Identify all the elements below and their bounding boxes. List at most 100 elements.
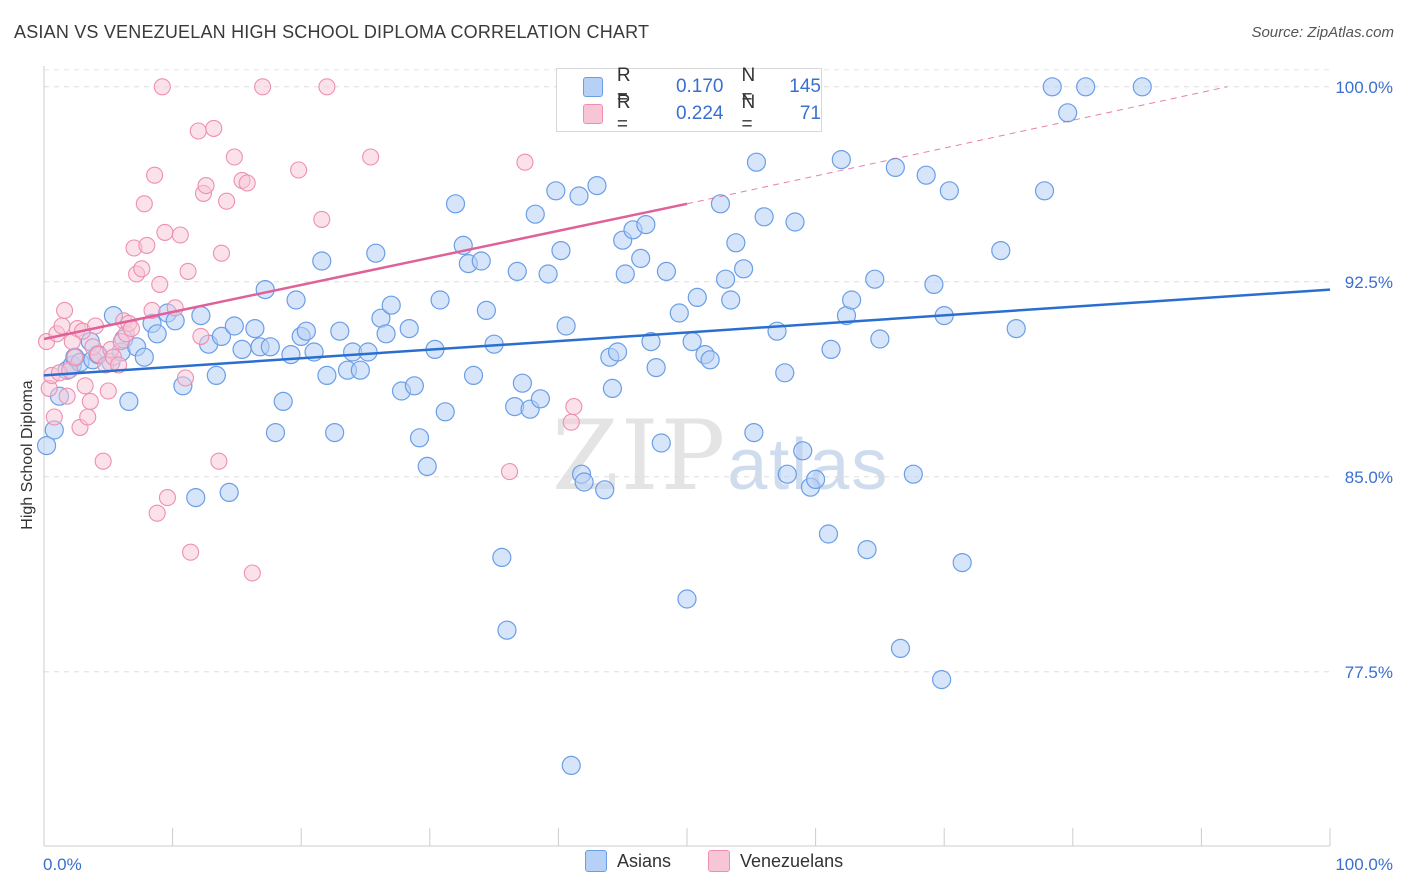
- asian-point: [746, 152, 767, 172]
- asian-point: [916, 165, 936, 185]
- venezuelan-point: [148, 504, 166, 522]
- asian-point: [710, 194, 731, 214]
- asian-point: [404, 376, 424, 396]
- venezuelan-point: [138, 236, 156, 254]
- asian-point: [607, 342, 628, 362]
- legend-label-asians: Asians: [617, 850, 672, 871]
- asian-point: [561, 755, 581, 776]
- legend-item-venezuelans[interactable]: Venezuelans: [708, 850, 843, 872]
- legend-r-label: R =: [616, 92, 631, 135]
- venezuelan-point: [94, 452, 112, 470]
- asian-point: [260, 337, 280, 357]
- asian-point: [191, 306, 211, 326]
- asian-point: [317, 365, 337, 385]
- asian-point: [556, 316, 576, 336]
- y-tick-label: 92.5%: [1345, 273, 1393, 292]
- asian-point: [1034, 181, 1055, 201]
- series-legend: Asians Venezuelans: [0, 850, 1406, 878]
- x-tick-label: 100.0%: [1335, 855, 1393, 874]
- venezuelan-point: [290, 161, 308, 179]
- asian-point: [885, 157, 905, 177]
- asian-point: [376, 324, 396, 344]
- asian-point: [255, 280, 275, 300]
- asian-point: [631, 248, 651, 268]
- legend-n-label: N =: [741, 92, 756, 135]
- legend-n-label: N =: [741, 65, 756, 108]
- asian-point: [245, 319, 265, 339]
- asian-point: [952, 552, 972, 573]
- venezuelan-point: [225, 148, 243, 166]
- asian-point: [286, 290, 306, 310]
- venezuelan-point: [500, 463, 519, 481]
- asian-point: [939, 181, 959, 201]
- asian-point: [358, 342, 378, 362]
- asian-point: [497, 620, 517, 640]
- source-label: Source: ZipAtlas.com: [1251, 24, 1394, 41]
- venezuelan-point: [192, 327, 210, 345]
- asian-point: [574, 472, 594, 492]
- asian-point: [366, 243, 386, 263]
- asian-point: [147, 324, 167, 344]
- venezuelan-point: [176, 369, 195, 387]
- asian-point: [409, 428, 430, 448]
- asian-point: [430, 290, 450, 310]
- asian-swatch: [583, 77, 603, 97]
- asian-point: [1006, 319, 1026, 339]
- asian-point: [224, 316, 244, 336]
- asian-point: [805, 469, 826, 489]
- asian-point: [602, 378, 623, 398]
- asian-point: [793, 441, 813, 461]
- asian-point: [36, 436, 57, 456]
- asian-point: [924, 274, 944, 294]
- asian-point: [651, 433, 671, 453]
- venezuelan-point: [76, 377, 94, 395]
- legend-row-venezuelans: R = 0.224 N = 71: [583, 92, 821, 135]
- asian-point: [538, 264, 558, 284]
- venezuelan-point: [56, 301, 74, 319]
- venezuelan-point: [81, 392, 99, 410]
- legend-n-value: 145: [789, 76, 821, 97]
- asian-point: [551, 241, 571, 261]
- venezuelan-point: [151, 275, 169, 293]
- asian-point: [733, 259, 754, 279]
- asian-point: [818, 524, 839, 544]
- asian-point: [417, 456, 437, 476]
- venezuelan-point: [189, 122, 207, 140]
- asian-point: [1042, 77, 1062, 97]
- asian-point: [677, 589, 697, 609]
- asian-point: [842, 290, 862, 310]
- asian-point: [399, 319, 419, 339]
- asian-point: [721, 290, 741, 310]
- venezuelan-point: [153, 78, 171, 96]
- venezuelan-point: [197, 177, 215, 195]
- venezuelan-point: [158, 489, 177, 507]
- asian-point: [219, 482, 239, 502]
- chart-title: ASIAN VS VENEZUELAN HIGH SCHOOL DIPLOMA …: [14, 22, 650, 42]
- venezuelan-point: [238, 174, 256, 192]
- venezuelan-point: [171, 226, 189, 244]
- asian-point: [669, 303, 689, 323]
- asian-point: [512, 373, 532, 393]
- asian-point: [870, 329, 890, 349]
- asian-point: [587, 176, 607, 196]
- asian-point: [186, 488, 206, 508]
- venezuelan-point: [99, 382, 117, 400]
- asian-point: [715, 269, 736, 289]
- asian-point: [754, 207, 774, 227]
- y-tick-label: 77.5%: [1345, 663, 1393, 682]
- asian-point: [991, 241, 1011, 261]
- asian-point: [903, 464, 923, 484]
- asian-point: [687, 287, 707, 307]
- asian-point: [785, 212, 805, 232]
- venezuelan-point: [53, 317, 71, 335]
- asian-point: [211, 326, 232, 346]
- legend-r-value: 0.224: [675, 103, 724, 124]
- asian-point: [1058, 103, 1078, 123]
- venezuelan-point: [156, 223, 174, 241]
- asian-point: [206, 365, 226, 385]
- asian-point: [656, 261, 677, 281]
- legend-item-asians[interactable]: Asians: [585, 850, 671, 872]
- asian-point: [381, 295, 401, 315]
- asian-point: [119, 391, 139, 411]
- asian-point: [445, 194, 466, 214]
